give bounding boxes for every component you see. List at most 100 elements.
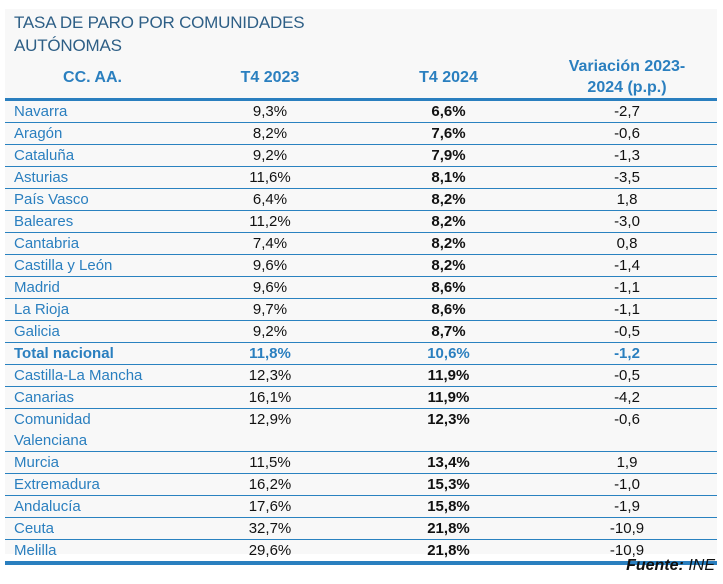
t4-2024-cell: 7,9%: [360, 144, 537, 167]
t4-2023-cell: 12,3%: [180, 364, 360, 387]
table-row: Ceuta 32,7% 21,8% -10,9: [5, 517, 717, 540]
region-cell: Andalucía: [5, 495, 180, 518]
total-row: Total nacional 11,8% 10,6% -1,2: [5, 342, 717, 365]
variation-cell: -3,0: [537, 210, 717, 233]
region-cell: Cataluña: [5, 144, 180, 167]
region-cell: Cantabria: [5, 232, 180, 255]
variation-cell: -1,0: [537, 473, 717, 496]
t4-2024-cell: 8,6%: [360, 276, 537, 299]
variation-cell: -10,9: [537, 539, 717, 565]
region-cell: Baleares: [5, 210, 180, 233]
region-cell: Aragón: [5, 122, 180, 145]
t4-2023-cell: 11,8%: [180, 342, 360, 365]
region-cell: Canarias: [5, 386, 180, 409]
t4-2024-cell: 11,9%: [360, 386, 537, 409]
table-row: Extremadura 16,2% 15,3% -1,0: [5, 473, 717, 496]
t4-2023-cell: 9,6%: [180, 276, 360, 299]
table-row: País Vasco 6,4% 8,2% 1,8: [5, 188, 717, 211]
variation-cell: 1,9: [537, 451, 717, 474]
variation-cell: -1,2: [537, 342, 717, 365]
table-row: Cataluña 9,2% 7,9% -1,3: [5, 144, 717, 167]
table-row: Canarias 16,1% 11,9% -4,2: [5, 386, 717, 409]
header-t4-2024: T4 2024: [360, 56, 537, 101]
variation-cell: -4,2: [537, 386, 717, 409]
t4-2023-cell: 9,7%: [180, 298, 360, 321]
variation-cell: -1,3: [537, 144, 717, 167]
variation-cell: -1,4: [537, 254, 717, 277]
table-row: Asturias 11,6% 8,1% -3,5: [5, 166, 717, 189]
header-region: CC. AA.: [5, 56, 180, 101]
table-row: Castilla-La Mancha 12,3% 11,9% -0,5: [5, 364, 717, 387]
t4-2023-cell: 6,4%: [180, 188, 360, 211]
variation-cell: 0,8: [537, 232, 717, 255]
t4-2024-cell: 8,2%: [360, 254, 537, 277]
source-label: Fuente:: [626, 557, 684, 574]
table-row: La Rioja 9,7% 8,6% -1,1: [5, 298, 717, 321]
t4-2024-cell: 15,8%: [360, 495, 537, 518]
table-row: Madrid 9,6% 8,6% -1,1: [5, 276, 717, 299]
t4-2024-cell: 8,2%: [360, 232, 537, 255]
variation-cell: -3,5: [537, 166, 717, 189]
t4-2023-cell: 12,9%: [180, 408, 360, 452]
t4-2024-cell: 10,6%: [360, 342, 537, 365]
region-cell: Asturias: [5, 166, 180, 189]
source-note: Fuente: INE: [626, 557, 715, 575]
header-t4-2023: T4 2023: [180, 56, 360, 101]
table-row: Galicia 9,2% 8,7% -0,5: [5, 320, 717, 343]
t4-2023-cell: 16,2%: [180, 473, 360, 496]
t4-2024-cell: 15,3%: [360, 473, 537, 496]
region-cell: Total nacional: [5, 342, 180, 365]
variation-cell: -2,7: [537, 99, 717, 123]
variation-cell: 1,8: [537, 188, 717, 211]
variation-cell: -0,5: [537, 320, 717, 343]
t4-2023-cell: 8,2%: [180, 122, 360, 145]
t4-2024-cell: 12,3%: [360, 408, 537, 452]
region-cell: Castilla-La Mancha: [5, 364, 180, 387]
t4-2023-cell: 9,2%: [180, 320, 360, 343]
region-cell: Comunidad Valenciana: [5, 408, 180, 452]
t4-2024-cell: 8,6%: [360, 298, 537, 321]
variation-cell: -0,5: [537, 364, 717, 387]
region-cell: Melilla: [5, 539, 180, 565]
t4-2024-cell: 21,8%: [360, 517, 537, 540]
title-line-2: AUTÓNOMAS: [14, 36, 122, 55]
table-row: Melilla 29,6% 21,8% -10,9: [5, 539, 717, 565]
t4-2024-cell: 8,1%: [360, 166, 537, 189]
table-row: Cantabria 7,4% 8,2% 0,8: [5, 232, 717, 255]
title-line-1: TASA DE PARO POR COMUNIDADES: [14, 13, 305, 32]
region-cell: La Rioja: [5, 298, 180, 321]
region-cell: Extremadura: [5, 473, 180, 496]
t4-2024-cell: 11,9%: [360, 364, 537, 387]
t4-2023-cell: 29,6%: [180, 539, 360, 565]
table-row: Navarra 9,3% 6,6% -2,7: [5, 99, 717, 123]
header-row: CC. AA. T4 2023 T4 2024 Variación 2023-2…: [5, 56, 717, 101]
table-title: TASA DE PARO POR COMUNIDADES AUTÓNOMAS: [14, 11, 305, 57]
t4-2023-cell: 16,1%: [180, 386, 360, 409]
unemployment-table: CC. AA. T4 2023 T4 2024 Variación 2023-2…: [5, 56, 717, 565]
t4-2023-cell: 9,6%: [180, 254, 360, 277]
t4-2024-cell: 21,8%: [360, 539, 537, 565]
t4-2023-cell: 11,5%: [180, 451, 360, 474]
t4-2024-cell: 8,2%: [360, 210, 537, 233]
variation-cell: -1,1: [537, 276, 717, 299]
header-variation: Variación 2023-2024 (p.p.): [537, 56, 717, 101]
region-cell: Castilla y León: [5, 254, 180, 277]
t4-2024-cell: 6,6%: [360, 99, 537, 123]
table-row: Andalucía 17,6% 15,8% -1,9: [5, 495, 717, 518]
t4-2023-cell: 17,6%: [180, 495, 360, 518]
table-row: Murcia 11,5% 13,4% 1,9: [5, 451, 717, 474]
region-cell: Murcia: [5, 451, 180, 474]
t4-2023-cell: 11,6%: [180, 166, 360, 189]
table-row: Aragón 8,2% 7,6% -0,6: [5, 122, 717, 145]
variation-cell: -0,6: [537, 122, 717, 145]
t4-2024-cell: 13,4%: [360, 451, 537, 474]
t4-2024-cell: 7,6%: [360, 122, 537, 145]
table-row: Baleares 11,2% 8,2% -3,0: [5, 210, 717, 233]
variation-cell: -1,9: [537, 495, 717, 518]
variation-cell: -10,9: [537, 517, 717, 540]
t4-2023-cell: 7,4%: [180, 232, 360, 255]
table-row: Castilla y León 9,6% 8,2% -1,4: [5, 254, 717, 277]
t4-2023-cell: 9,3%: [180, 99, 360, 123]
variation-cell: -0,6: [537, 408, 717, 452]
t4-2023-cell: 9,2%: [180, 144, 360, 167]
